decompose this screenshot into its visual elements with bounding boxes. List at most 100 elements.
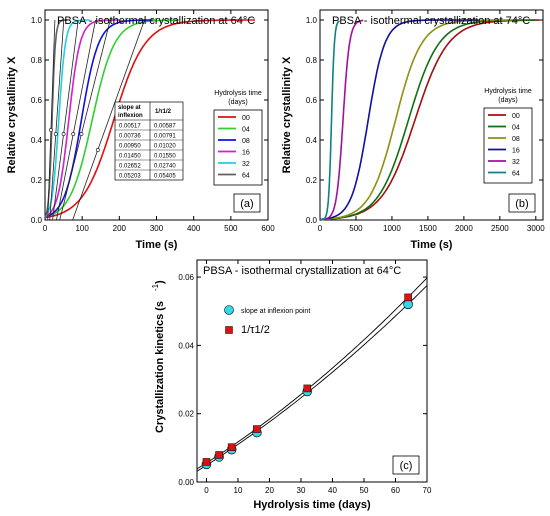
tangent-line <box>59 19 111 221</box>
x-tick-label: 40 <box>328 486 337 495</box>
legend-entry: 1/τ1/2 <box>241 324 270 336</box>
legend-entry-16: 16 <box>242 150 250 157</box>
legend-box <box>213 109 263 186</box>
legend-title-units: (days) <box>498 97 517 104</box>
y-tick-label: 0.6 <box>31 96 43 105</box>
panel-label: (c) <box>400 460 413 472</box>
legend-title: Hydrolysis time <box>484 88 532 95</box>
legend-entry-00: 00 <box>512 113 520 120</box>
legend-entry-32: 32 <box>242 161 250 168</box>
table-header-col1: slope at <box>118 105 141 111</box>
curve-04 <box>44 19 179 218</box>
table-cell: 0.01020 <box>154 144 176 150</box>
x-tick-label: 200 <box>113 224 127 233</box>
y-tick-label: 0.02 <box>178 410 194 419</box>
table-cell: 0.02652 <box>119 164 141 170</box>
data-point-square <box>303 384 312 393</box>
panel-b: 0 500 1000 1500 2000 2500 3000 0.0 0.2 0.4 0.6 0.8 1… <box>281 9 545 251</box>
table-cell: 0.02740 <box>154 164 176 170</box>
panel-label-box <box>392 455 420 475</box>
curve-64 <box>320 20 340 221</box>
x-tick-label: 10 <box>234 486 243 495</box>
legend-entry-08: 08 <box>242 138 250 145</box>
curve-16 <box>44 19 120 218</box>
table-cell: 0.00736 <box>119 134 141 140</box>
inflexion-point <box>79 132 84 136</box>
table-cell: 0.00791 <box>154 134 176 140</box>
tangent-line <box>49 19 65 221</box>
y-tick-label: 0.00 <box>178 478 194 487</box>
y-tick-label: 0.0 <box>31 216 43 225</box>
table-cell: 0.01450 <box>119 154 141 160</box>
inflexion-point <box>49 128 53 132</box>
tangent-line <box>52 19 79 221</box>
table-cell: 0.00517 <box>119 124 141 130</box>
curve-08 <box>44 19 153 218</box>
panel-label: (b) <box>515 198 528 210</box>
y-tick-label: 0.06 <box>178 273 194 282</box>
panel-label-box <box>508 193 536 213</box>
y-axis-label: Relative crystallinity X <box>6 56 18 173</box>
curve-32 <box>320 19 364 221</box>
x-tick-label: 1500 <box>419 224 437 233</box>
x-tick-label: 30 <box>297 486 306 495</box>
legend-box <box>483 107 533 184</box>
x-tick-label: 50 <box>360 486 369 495</box>
panel-label: (a) <box>240 198 253 210</box>
x-tick-label: 0 <box>318 224 323 233</box>
panel-title: PBSA - isothermal crystallization at 74°… <box>332 15 530 27</box>
plot-frame <box>196 259 428 483</box>
data-point-square <box>215 451 223 459</box>
x-tick-label: 60 <box>391 486 400 495</box>
y-tick-label: 1.0 <box>31 16 43 25</box>
x-tick-label: 600 <box>261 224 275 233</box>
inflexion-point <box>61 132 66 136</box>
inflexion-point <box>71 132 76 136</box>
x-tick-label: 500 <box>224 224 238 233</box>
panel-title: PBSA - isothermal crystallization at 64°… <box>203 265 401 277</box>
x-tick-label: 20 <box>265 486 274 495</box>
panel-a: 0 100 200 300 400 500 600 0.0 0.2 0.4 0.6 0.8 1.0 PBS… <box>6 9 275 251</box>
data-point-square <box>227 443 236 451</box>
x-tick-label: 0 <box>204 486 209 495</box>
x-tick-label: 1000 <box>383 224 401 233</box>
y-tick-label: 0.4 <box>306 136 318 145</box>
table-frame <box>114 101 184 181</box>
x-tick-label: 500 <box>349 224 363 233</box>
curve-32 <box>44 19 90 218</box>
table-cell: 0.00950 <box>119 144 141 150</box>
legend-entry-00: 00 <box>242 115 250 122</box>
y-tick-label: 0.8 <box>31 56 43 65</box>
tangent-line <box>72 19 145 221</box>
y-tick-label: 0.04 <box>178 341 194 350</box>
table-cell: 0.01550 <box>154 154 176 160</box>
data-point-square <box>202 458 211 466</box>
table-header-col1: inflexion <box>118 113 143 119</box>
tangent-line <box>47 19 56 221</box>
legend-entry: slope at inflexion point <box>241 308 310 315</box>
y-axis-label-close: ) <box>154 280 166 284</box>
legend-title: Hydrolysis time <box>214 90 262 97</box>
legend-entry-32: 32 <box>512 159 520 166</box>
x-tick-label: 300 <box>150 224 164 233</box>
x-tick-label: 2500 <box>491 224 509 233</box>
plot-frame <box>319 9 544 221</box>
data-point-square <box>404 293 412 302</box>
y-tick-label: 0.4 <box>31 136 43 145</box>
legend-entry-64: 64 <box>242 173 250 180</box>
y-tick-label: 0.2 <box>31 176 43 185</box>
legend-entry-04: 04 <box>242 127 250 134</box>
y-tick-label: 1.0 <box>306 16 318 25</box>
y-axis-label-exponent: -1 <box>151 283 160 291</box>
y-axis-label: Relative crystallinity X <box>281 56 293 173</box>
tangent-line <box>56 19 96 221</box>
legend-entry-04: 04 <box>512 125 520 132</box>
y-tick-label: 0.6 <box>306 96 318 105</box>
legend-marker-square <box>225 326 233 334</box>
panel-label-box <box>233 193 261 213</box>
table-cell: 0.05203 <box>119 174 141 180</box>
data-point-square <box>253 425 261 433</box>
curve-08 <box>319 19 515 221</box>
x-tick-label: 70 <box>423 486 432 495</box>
